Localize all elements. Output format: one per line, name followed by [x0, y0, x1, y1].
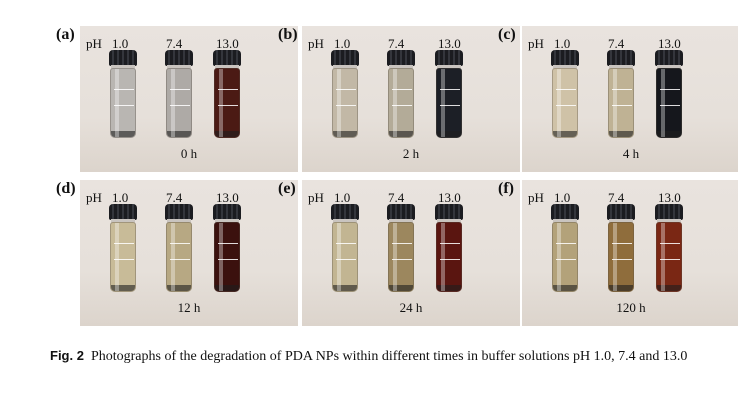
ph-value: 7.4 — [166, 190, 183, 205]
vial — [386, 50, 416, 140]
ph-value: 7.4 — [388, 36, 405, 51]
vial — [164, 50, 194, 140]
time-label: 24 h — [399, 300, 423, 315]
vial — [212, 50, 242, 140]
ph-value: 1.0 — [334, 190, 351, 205]
vial — [550, 50, 580, 140]
vial-photo: pH 1.0 7.4 13.0 2 h — [302, 26, 520, 172]
ph-value: 1.0 — [554, 190, 571, 205]
vial — [386, 204, 416, 294]
ph-value: 1.0 — [112, 36, 129, 51]
ph-value: 7.4 — [388, 190, 405, 205]
vial-photo: pH 1.0 7.4 13.0 12 h — [80, 180, 298, 326]
ph-value: 7.4 — [608, 36, 625, 51]
caption-text: Photographs of the degradation of PDA NP… — [90, 349, 688, 364]
ph-label: pH — [308, 36, 324, 51]
ph-value: 13.0 — [438, 36, 461, 51]
time-label: 12 h — [177, 300, 201, 315]
time-label: 2 h — [402, 146, 420, 161]
vial-photo: pH 1.0 7.4 13.0 24 h — [302, 180, 520, 326]
vial — [434, 50, 464, 140]
vial-photo: pH 1.0 7.4 13.0 120 h — [522, 180, 738, 326]
vial — [212, 204, 242, 294]
ph-label: pH — [86, 190, 102, 205]
vial — [164, 204, 194, 294]
ph-value: 13.0 — [658, 190, 681, 205]
panel-label: (e) — [278, 180, 296, 197]
panel-f: (f) pH 1.0 7.4 13.0 120 h — [498, 180, 738, 326]
vial — [550, 204, 580, 294]
ph-value: 1.0 — [112, 190, 129, 205]
panel-a: (a) pH 1.0 7.4 13.0 0 h — [56, 26, 298, 172]
panel-c: (c) pH 1.0 7.4 13.0 4 h — [498, 26, 738, 172]
vial-photo: pH 1.0 7.4 13.0 4 h — [522, 26, 738, 172]
ph-label: pH — [528, 190, 544, 205]
time-label: 0 h — [180, 146, 198, 161]
time-label: 4 h — [622, 146, 640, 161]
ph-value: 13.0 — [216, 190, 239, 205]
ph-label: pH — [528, 36, 544, 51]
ph-label: pH — [86, 36, 102, 51]
panel-b: (b) pH 1.0 7.4 13.0 2 h — [278, 26, 520, 172]
panel-d: (d) pH 1.0 7.4 13.0 12 h — [56, 180, 298, 326]
vial — [606, 204, 636, 294]
panel-label: (a) — [56, 26, 75, 43]
vial — [330, 204, 360, 294]
vial — [434, 204, 464, 294]
ph-value: 13.0 — [658, 36, 681, 51]
vial — [654, 204, 684, 294]
ph-value: 7.4 — [166, 36, 183, 51]
panel-label: (f) — [498, 180, 514, 197]
panel-label: (c) — [498, 26, 516, 43]
time-label: 120 h — [616, 300, 646, 315]
ph-label: pH — [308, 190, 324, 205]
ph-value: 1.0 — [554, 36, 571, 51]
figure-label: Fig. 2 — [50, 348, 84, 363]
panel-label: (b) — [278, 26, 298, 43]
vial — [654, 50, 684, 140]
panel-e: (e) pH 1.0 7.4 13.0 24 h — [278, 180, 520, 326]
ph-value: 13.0 — [216, 36, 239, 51]
vial — [330, 50, 360, 140]
vial — [108, 50, 138, 140]
vial — [606, 50, 636, 140]
ph-value: 7.4 — [608, 190, 625, 205]
figure-caption: Fig. 2 Photographs of the degradation of… — [50, 346, 710, 366]
panel-label: (d) — [56, 180, 76, 197]
vial — [108, 204, 138, 294]
vial-photo: pH 1.0 7.4 13.0 0 h — [80, 26, 298, 172]
ph-value: 13.0 — [438, 190, 461, 205]
ph-value: 1.0 — [334, 36, 351, 51]
